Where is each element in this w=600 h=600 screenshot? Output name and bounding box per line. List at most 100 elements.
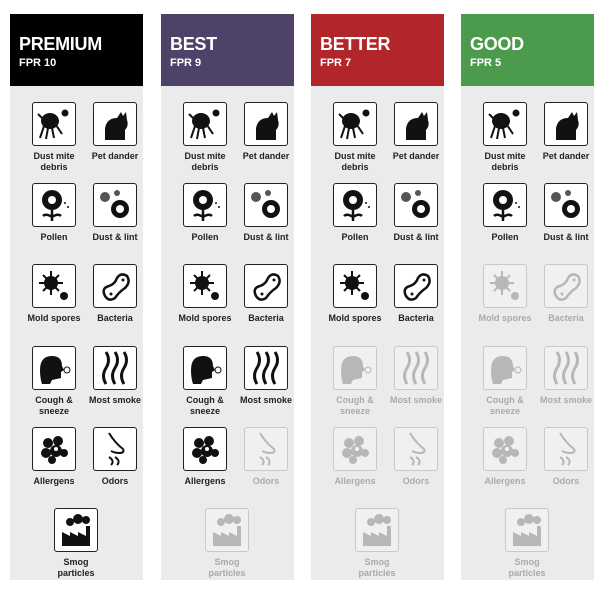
nose-icon xyxy=(544,427,588,471)
sneeze-icon xyxy=(483,346,527,390)
flower-icon xyxy=(183,183,227,227)
contaminant-label: Odors xyxy=(402,476,430,486)
tier-header: BEST FPR 9 xyxy=(161,14,294,86)
allergen-icon xyxy=(183,427,227,471)
contaminant-label: Cough & sneeze xyxy=(336,395,374,416)
contaminant-label: Mold spores xyxy=(328,313,382,323)
contaminant-label: Pollen xyxy=(40,232,68,242)
tier-header: PREMIUM FPR 10 xyxy=(10,14,143,86)
contaminant-label: Dust mite debris xyxy=(334,151,376,172)
contaminant-label: Dust mite debris xyxy=(484,151,526,172)
contaminant-item: Bacteria xyxy=(234,264,298,324)
contaminant-item: Most smoke xyxy=(234,346,298,406)
contaminant-item: Most smoke xyxy=(83,346,147,406)
bacteria-icon xyxy=(244,264,288,308)
contaminant-label: Mold spores xyxy=(178,313,232,323)
contaminant-label: Odors xyxy=(552,476,580,486)
tier-fpr: FPR 9 xyxy=(170,57,202,69)
contaminant-label: Most smoke xyxy=(88,395,141,405)
contaminant-item: Allergens xyxy=(473,427,537,487)
contaminant-item: Pollen xyxy=(22,183,86,243)
contaminant-item: Bacteria xyxy=(83,264,147,324)
mold-spore-icon xyxy=(333,264,377,308)
sneeze-icon xyxy=(32,346,76,390)
contaminant-item: Pet dander xyxy=(384,102,448,162)
contaminant-label: Allergens xyxy=(334,476,376,486)
contaminant-label: Pollen xyxy=(491,232,519,242)
nose-icon xyxy=(244,427,288,471)
contaminant-label: Pet dander xyxy=(242,151,290,161)
contaminant-item: Allergens xyxy=(22,427,86,487)
flower-icon xyxy=(32,183,76,227)
tier-header: GOOD FPR 5 xyxy=(461,14,594,86)
tier-column-best: BEST FPR 9 Dust mite debris Pet dander P… xyxy=(161,14,294,580)
contaminant-label: Most smoke xyxy=(389,395,442,405)
contaminant-item: Mold spores xyxy=(473,264,537,324)
tier-fpr: FPR 7 xyxy=(320,57,352,69)
tier-name: PREMIUM xyxy=(19,34,102,54)
contaminant-label: Dust & lint xyxy=(393,232,439,242)
contaminant-label: Smog particles xyxy=(57,557,95,578)
flower-icon xyxy=(483,183,527,227)
tier-fpr: FPR 5 xyxy=(470,57,502,69)
contaminant-item: Odors xyxy=(83,427,147,487)
contaminant-item: Pet dander xyxy=(234,102,298,162)
flower-icon xyxy=(333,183,377,227)
contaminant-item: Smog particles xyxy=(195,508,259,579)
smoke-icon xyxy=(394,346,438,390)
dust-mite-icon xyxy=(32,102,76,146)
contaminant-label: Dust & lint xyxy=(92,232,138,242)
contaminant-label: Pollen xyxy=(341,232,369,242)
contaminant-item: Smog particles xyxy=(495,508,559,579)
contaminant-label: Pet dander xyxy=(542,151,590,161)
sneeze-icon xyxy=(183,346,227,390)
contaminant-label: Bacteria xyxy=(97,313,133,323)
contaminant-item: Smog particles xyxy=(345,508,409,579)
dust-mite-icon xyxy=(483,102,527,146)
contaminant-label: Allergens xyxy=(484,476,526,486)
contaminant-item: Mold spores xyxy=(22,264,86,324)
tier-name: BETTER xyxy=(320,34,391,54)
dust-mite-icon xyxy=(333,102,377,146)
contaminant-label: Cough & sneeze xyxy=(186,395,224,416)
contaminant-item: Dust & lint xyxy=(384,183,448,243)
contaminant-item: Pollen xyxy=(323,183,387,243)
contaminant-label: Smog particles xyxy=(358,557,396,578)
factory-icon xyxy=(205,508,249,552)
cat-icon xyxy=(244,102,288,146)
contaminant-item: Odors xyxy=(534,427,598,487)
contaminant-item: Pet dander xyxy=(83,102,147,162)
contaminant-item: Bacteria xyxy=(384,264,448,324)
dust-particles-icon xyxy=(544,183,588,227)
bacteria-icon xyxy=(544,264,588,308)
dust-particles-icon xyxy=(93,183,137,227)
smoke-icon xyxy=(93,346,137,390)
contaminant-label: Odors xyxy=(101,476,129,486)
contaminant-item: Pollen xyxy=(173,183,237,243)
contaminant-item: Dust & lint xyxy=(234,183,298,243)
contaminant-label: Dust & lint xyxy=(543,232,589,242)
bacteria-icon xyxy=(93,264,137,308)
tier-name: GOOD xyxy=(470,34,524,54)
contaminant-item: Dust mite debris xyxy=(22,102,86,173)
contaminant-item: Odors xyxy=(384,427,448,487)
contaminant-item: Smog particles xyxy=(44,508,108,579)
mold-spore-icon xyxy=(32,264,76,308)
contaminant-label: Most smoke xyxy=(239,395,292,405)
factory-icon xyxy=(505,508,549,552)
contaminant-item: Cough & sneeze xyxy=(22,346,86,417)
contaminant-label: Pet dander xyxy=(392,151,440,161)
contaminant-label: Dust mite debris xyxy=(33,151,75,172)
sneeze-icon xyxy=(333,346,377,390)
contaminant-item: Dust & lint xyxy=(83,183,147,243)
tier-name: BEST xyxy=(170,34,217,54)
nose-icon xyxy=(93,427,137,471)
contaminant-label: Mold spores xyxy=(478,313,532,323)
smoke-icon xyxy=(544,346,588,390)
cat-icon xyxy=(394,102,438,146)
factory-icon xyxy=(355,508,399,552)
contaminant-item: Pollen xyxy=(473,183,537,243)
contaminant-label: Allergens xyxy=(33,476,75,486)
cat-icon xyxy=(93,102,137,146)
contaminant-item: Cough & sneeze xyxy=(323,346,387,417)
